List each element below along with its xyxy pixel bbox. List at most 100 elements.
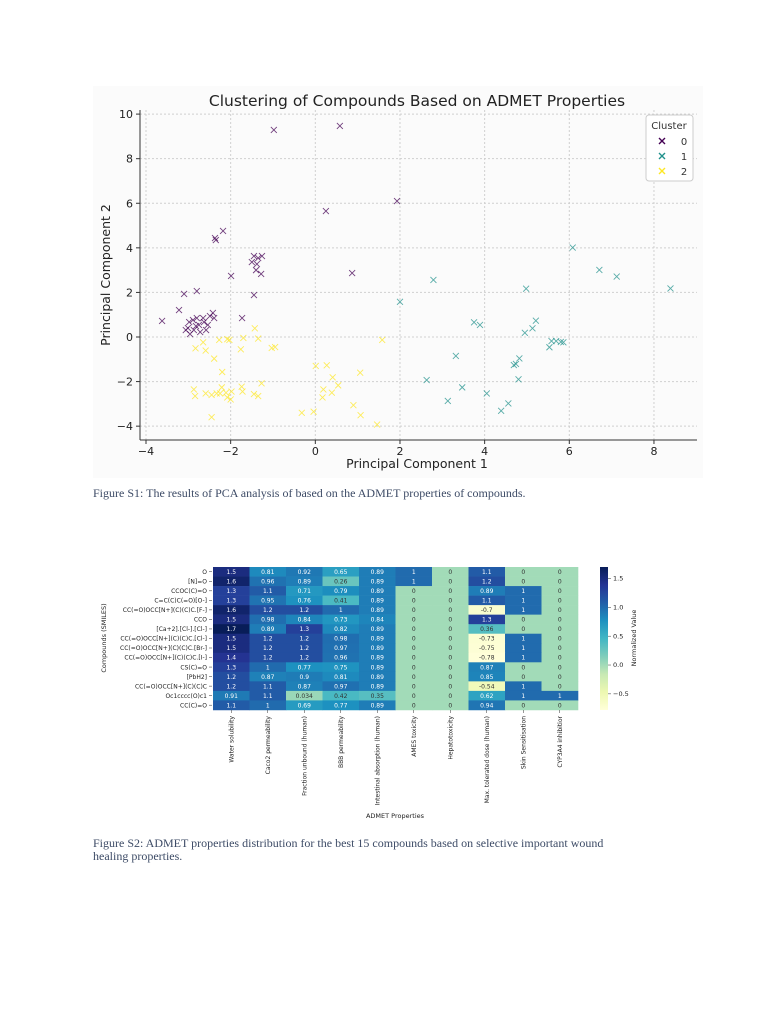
data-point-cluster-2 (228, 388, 235, 395)
heatmap-cell-value: 0 (448, 578, 452, 585)
heatmap-cell-value: 1.3 (226, 664, 236, 671)
heatmap-cell (213, 624, 250, 635)
pca-scatter-chart: Clustering of Compounds Based on ADMET P… (98, 92, 697, 471)
heatmap-cell-value: 1.2 (226, 674, 236, 681)
heatmap-cell (541, 624, 579, 635)
heatmap-cell (249, 576, 287, 587)
heatmap-cell (468, 586, 506, 596)
heatmap-cell-value: 0 (521, 578, 525, 585)
heatmap-cell-value: 0 (558, 645, 562, 652)
heatmap-cell-value: 0 (412, 607, 416, 614)
heatmap-cell-value: 0.96 (334, 655, 348, 662)
data-point-cluster-0 (250, 252, 258, 260)
legend-entry-label: 2 (681, 167, 687, 178)
heatmap-cell-value: 1.1 (263, 693, 273, 700)
heatmap-cell (395, 614, 433, 625)
data-point-cluster-2 (202, 390, 210, 397)
heatmap-cell-value: 0 (412, 645, 416, 652)
heatmap-cell (395, 671, 433, 682)
heatmap-cell-value: 0.98 (261, 617, 275, 624)
data-point-cluster-1 (667, 285, 674, 292)
data-point-cluster-1 (510, 361, 518, 369)
heatmap-cell-value: 0 (448, 607, 452, 614)
heatmap-cell (213, 662, 250, 673)
data-point-cluster-0 (180, 290, 188, 298)
data-point-cluster-2 (210, 355, 218, 362)
heatmap-cell (286, 643, 323, 654)
heatmap-cell-value: 0.79 (334, 588, 348, 595)
heatmap-cell-value: 1 (339, 607, 343, 614)
data-point-cluster-0 (182, 326, 190, 334)
heatmap-cell (249, 671, 287, 682)
heatmap-cell (541, 643, 579, 654)
heatmap-cell-value: 1 (521, 683, 525, 690)
heatmap-cell-value: 0.89 (371, 664, 385, 671)
heatmap-cell (322, 700, 360, 711)
heatmap-cell (286, 662, 323, 673)
row-label: CC(=O)OCC[N+](C)(C)C (135, 683, 207, 690)
scatter-points (158, 122, 674, 428)
data-point-cluster-2 (202, 347, 210, 354)
heatmap-cell (322, 662, 360, 673)
data-point-cluster-2 (227, 396, 234, 403)
data-point-cluster-0 (193, 287, 201, 295)
data-point-cluster-2 (254, 392, 262, 400)
heatmap-cell-value: 0.71 (298, 588, 312, 595)
data-point-cluster-2 (323, 361, 331, 369)
heatmap-cell (395, 700, 433, 711)
heatmap-cell (395, 643, 433, 654)
heatmap-cell (249, 690, 287, 701)
heatmap-cell-value: 1.6 (226, 607, 236, 614)
heatmap-cell (468, 700, 506, 711)
y-tick-label: −2 (117, 376, 133, 389)
heatmap-cell (432, 586, 469, 596)
heatmap-x-label: ADMET Properties (366, 812, 425, 820)
colorbar-tick-label: 0.5 (613, 632, 623, 640)
heatmap-cell-value: 0 (448, 664, 452, 671)
heatmap-cell (249, 681, 287, 692)
heatmap-cell (359, 633, 396, 644)
admet-heatmap: 1.5 0.81 0.92 0.65 0.89 1 0 1.1 0 0 1.6 0.96 0.89 0.2… (100, 567, 638, 820)
y-tick-label: 2 (126, 286, 133, 299)
heatmap-cell (541, 633, 579, 644)
heatmap-cell (468, 567, 506, 577)
column-label: Water solubility (228, 716, 235, 763)
heatmap-cell (249, 586, 287, 596)
heatmap-cell (286, 586, 323, 596)
chart-title: Clustering of Compounds Based on ADMET P… (209, 92, 625, 110)
heatmap-cell-value: 0.91 (225, 693, 239, 700)
heatmap-cell (286, 595, 323, 606)
heatmap-cell (432, 614, 469, 625)
y-tick-label: −4 (117, 420, 133, 433)
heatmap-cell (395, 681, 433, 692)
heatmap-cell (249, 633, 287, 644)
heatmap-cell-value: 0.97 (334, 645, 348, 652)
heatmap-cell-value: 0 (448, 702, 452, 709)
data-point-cluster-2 (298, 409, 306, 417)
data-point-cluster-1 (548, 337, 555, 345)
heatmap-cell (432, 662, 469, 673)
heatmap-cell (505, 576, 542, 587)
heatmap-cell-value: 0 (412, 664, 416, 671)
heatmap-cell-value: 0.89 (480, 588, 494, 595)
heatmap-cell (395, 624, 433, 635)
heatmap-cell-value: 1.5 (226, 617, 236, 624)
row-label: [N]=O (188, 578, 207, 585)
heatmap-cell (249, 605, 287, 615)
heatmap-cell-value: 0 (521, 702, 525, 709)
heatmap-cell-value: 0.81 (334, 674, 348, 681)
heatmap-cell-value: 1.3 (226, 588, 236, 595)
data-point-cluster-1 (396, 298, 404, 306)
heatmap-cell-value: 0 (558, 683, 562, 690)
heatmap-cell-value: 0.89 (371, 683, 385, 690)
heatmap-cell (359, 652, 396, 663)
heatmap-cell-value: 0.89 (371, 569, 385, 576)
x-tick-label: 8 (650, 445, 657, 458)
heatmap-cell (468, 595, 506, 606)
heatmap-cell-value: 1 (412, 578, 416, 585)
data-point-cluster-2 (373, 421, 381, 428)
heatmap-cell-value: 0 (448, 645, 452, 652)
data-point-cluster-2 (223, 394, 231, 401)
heatmap-y-label: Compounds (SMILES) (100, 603, 108, 672)
heatmap-cell (395, 633, 433, 644)
